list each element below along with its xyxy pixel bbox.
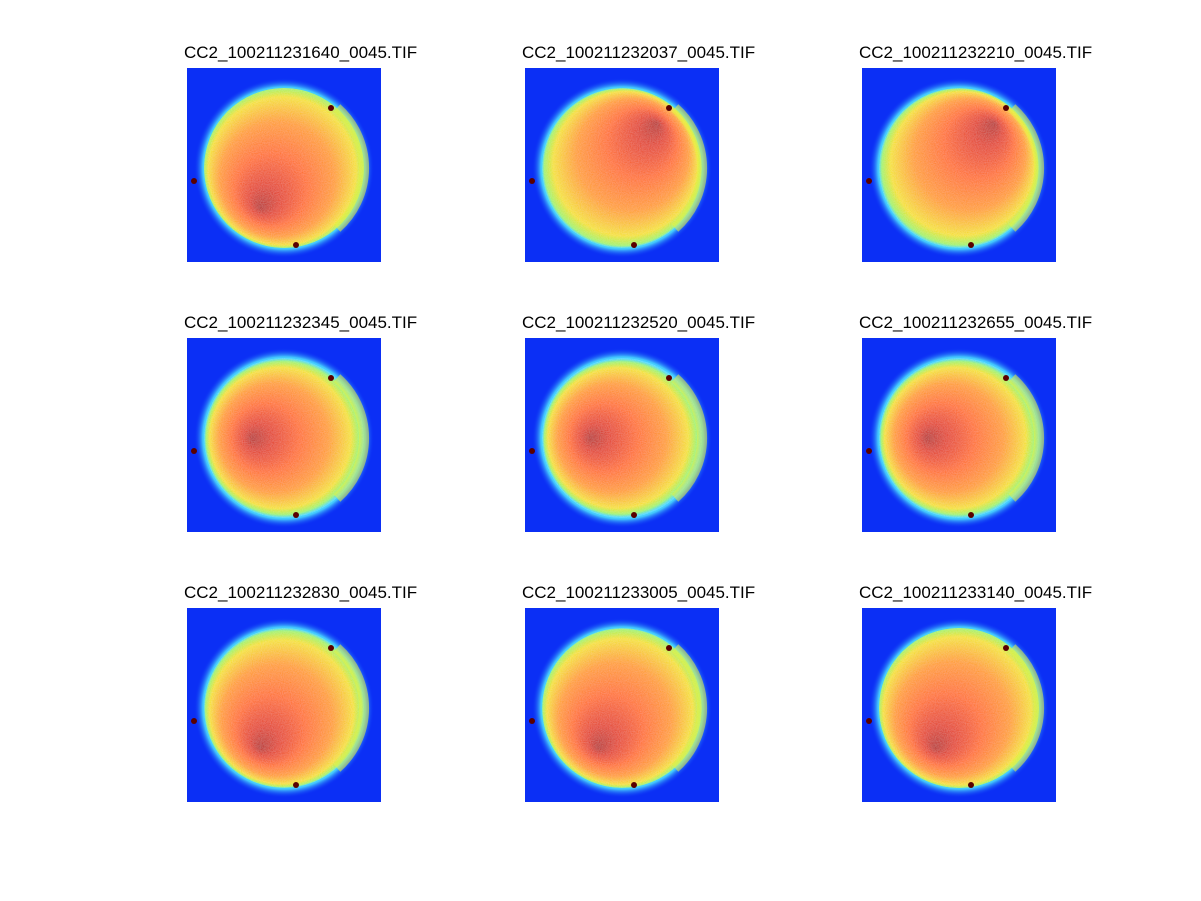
disk-intensity	[879, 358, 1039, 518]
disk-rim	[333, 644, 370, 772]
edge-marker	[631, 512, 637, 518]
heatmap-image	[862, 608, 1056, 802]
heatmap-image	[187, 338, 381, 532]
heatmap-image	[525, 338, 719, 532]
disk-intensity	[204, 88, 364, 248]
edge-marker	[866, 178, 872, 184]
image-panel: CC2_100211232520_0045.TIF	[522, 313, 755, 532]
panel-title: CC2_100211232520_0045.TIF	[522, 313, 756, 332]
edge-marker	[293, 512, 299, 518]
edge-marker	[1003, 105, 1009, 111]
edge-marker	[1003, 645, 1009, 651]
disk-rim	[1008, 104, 1045, 232]
edge-marker	[666, 105, 672, 111]
panel-title: CC2_100211232210_0045.TIF	[859, 43, 1093, 62]
edge-marker	[328, 105, 334, 111]
disk-intensity	[879, 88, 1039, 248]
heatmap-image	[862, 338, 1056, 532]
edge-marker	[631, 782, 637, 788]
heatmap-image	[187, 608, 381, 802]
edge-marker	[191, 448, 197, 454]
image-panel: CC2_100211232830_0045.TIF	[184, 583, 417, 802]
edge-marker	[866, 718, 872, 724]
edge-marker	[631, 242, 637, 248]
image-panel: CC2_100211233005_0045.TIF	[522, 583, 755, 802]
disk-intensity	[204, 628, 364, 788]
edge-marker	[529, 448, 535, 454]
panel-title: CC2_100211233140_0045.TIF	[859, 583, 1093, 602]
disk-intensity	[542, 358, 702, 518]
disk-rim	[671, 104, 708, 232]
disk-rim	[333, 104, 370, 232]
heatmap-image	[187, 68, 381, 262]
edge-marker	[191, 178, 197, 184]
edge-marker	[968, 512, 974, 518]
edge-marker	[529, 178, 535, 184]
disk-rim	[671, 644, 708, 772]
edge-marker	[293, 242, 299, 248]
panel-title: CC2_100211233005_0045.TIF	[522, 583, 756, 602]
image-panel: CC2_100211233140_0045.TIF	[859, 583, 1092, 802]
panel-title: CC2_100211232655_0045.TIF	[859, 313, 1093, 332]
image-panel: CC2_100211232037_0045.TIF	[522, 43, 755, 262]
edge-marker	[866, 448, 872, 454]
disk-intensity	[204, 358, 364, 518]
heatmap-image	[525, 608, 719, 802]
image-panel: CC2_100211232210_0045.TIF	[859, 43, 1092, 262]
panel-title: CC2_100211232345_0045.TIF	[184, 313, 418, 332]
edge-marker	[328, 645, 334, 651]
disk-intensity	[542, 628, 702, 788]
image-panel: CC2_100211231640_0045.TIF	[184, 43, 417, 262]
edge-marker	[1003, 375, 1009, 381]
panel-title: CC2_100211231640_0045.TIF	[184, 43, 418, 62]
edge-marker	[191, 718, 197, 724]
disk-rim	[671, 374, 708, 502]
panel-title: CC2_100211232830_0045.TIF	[184, 583, 418, 602]
edge-marker	[666, 645, 672, 651]
heatmap-image	[525, 68, 719, 262]
edge-marker	[293, 782, 299, 788]
edge-marker	[328, 375, 334, 381]
disk-rim	[333, 374, 370, 502]
image-panel: CC2_100211232345_0045.TIF	[184, 313, 417, 532]
edge-marker	[968, 782, 974, 788]
edge-marker	[968, 242, 974, 248]
disk-intensity	[879, 628, 1039, 788]
panel-title: CC2_100211232037_0045.TIF	[522, 43, 756, 62]
image-panel: CC2_100211232655_0045.TIF	[859, 313, 1092, 532]
disk-rim	[1008, 374, 1045, 502]
edge-marker	[666, 375, 672, 381]
disk-rim	[1008, 644, 1045, 772]
edge-marker	[529, 718, 535, 724]
disk-intensity	[542, 88, 702, 248]
heatmap-image	[862, 68, 1056, 262]
